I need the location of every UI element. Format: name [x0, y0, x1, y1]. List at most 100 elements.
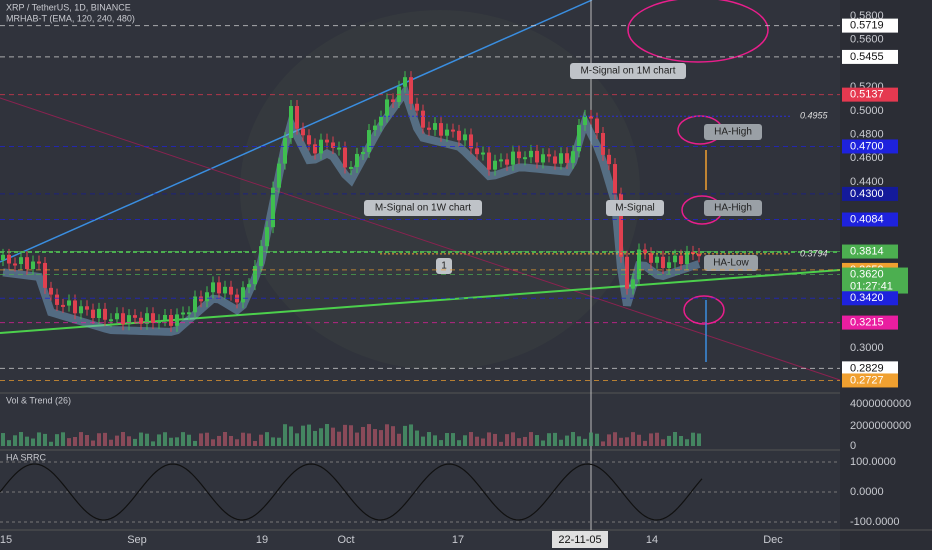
volume-bar [553, 432, 557, 446]
candle-body [7, 254, 11, 264]
candle-body [523, 157, 527, 160]
countdown: 01:27:41 [850, 280, 893, 292]
price-badge [842, 186, 898, 201]
zone [240, 10, 640, 370]
candle-body [247, 284, 251, 288]
trend-line [0, 97, 841, 381]
line-label: 0.3794 [800, 248, 828, 258]
volume-bar [379, 430, 383, 446]
candle-body [211, 282, 215, 293]
candle-body [547, 154, 551, 157]
candle-body [535, 150, 539, 163]
price-badge-text: 0.5137 [850, 89, 884, 101]
candle-body [631, 279, 635, 289]
candle-body [601, 133, 605, 155]
candle-body [193, 296, 197, 313]
volume-bar [577, 436, 581, 446]
osc-tick-label: 0.0000 [850, 486, 884, 498]
volume-bar [667, 435, 671, 446]
candle-body [157, 320, 161, 323]
candle-body [373, 125, 377, 131]
volume-bar [223, 432, 227, 446]
volume-bar [25, 436, 29, 446]
candle-body [643, 249, 647, 254]
candle-body [13, 263, 17, 266]
candle-body [619, 193, 623, 257]
volume-bar [421, 436, 425, 446]
volume-bar [625, 437, 629, 446]
price-tick-label: 0.3000 [850, 342, 884, 354]
candle-body [253, 266, 257, 285]
candle-body [109, 319, 113, 322]
volume-bar [535, 435, 539, 446]
volume-bar [313, 430, 317, 446]
candle-body [487, 152, 491, 170]
candle-body [295, 106, 299, 129]
time-highlight [552, 531, 608, 548]
volume-bar [265, 432, 269, 446]
price-badge [842, 49, 898, 64]
callout-text: M-Signal [615, 203, 654, 214]
time-label: Oct [337, 534, 354, 546]
volume-bar [73, 436, 77, 446]
osc-tick-label: -100.0000 [850, 516, 900, 528]
candle-body [19, 257, 23, 265]
volume-bar [589, 432, 593, 446]
volume-bar [673, 432, 677, 446]
candle-body [199, 296, 203, 302]
price-badge [842, 373, 898, 388]
candle-body [367, 130, 371, 153]
time-label: 17 [452, 534, 464, 546]
marker [436, 258, 452, 274]
candle-body [679, 255, 683, 264]
candle-body [361, 152, 365, 155]
candle-body [217, 282, 221, 294]
candle-body [517, 151, 521, 159]
candle-body [313, 144, 317, 154]
volume-bar [241, 432, 245, 446]
candle-body [79, 306, 83, 314]
volume-bar [31, 438, 35, 446]
volume-bar [451, 433, 455, 446]
volume-bar [481, 438, 485, 446]
candle-body [589, 115, 593, 119]
volume-bar [499, 441, 503, 446]
volume-bar [145, 433, 149, 446]
price-badge [842, 291, 898, 306]
candle-body [259, 246, 263, 267]
candle-body [469, 134, 473, 149]
candle-body [343, 147, 347, 168]
volume-bar [385, 424, 389, 446]
pane-title: HA SRRC [6, 452, 47, 462]
candle-body [121, 313, 125, 325]
candle-body [421, 110, 425, 128]
callout [606, 200, 664, 216]
candle-body [613, 164, 617, 194]
volume-bar [115, 435, 119, 446]
volume-bar [697, 433, 701, 446]
volume-bar [517, 438, 521, 446]
candle-body [301, 128, 305, 136]
candle-body [511, 151, 515, 165]
volume-bar [193, 440, 197, 446]
candle-body [379, 116, 383, 126]
candle-body [67, 300, 71, 306]
price-badge [842, 244, 898, 259]
volume-bar [613, 432, 617, 446]
candle-body [697, 253, 701, 257]
volume-bar [493, 433, 497, 446]
volume-bar [307, 424, 311, 446]
osc-line [0, 463, 703, 521]
candle-body [61, 304, 65, 307]
volume-bar [175, 437, 179, 446]
volume-bar [595, 433, 599, 446]
volume-bar [103, 432, 107, 446]
candle-body [655, 256, 659, 263]
volume-bar [205, 432, 209, 446]
volume-bar [649, 433, 653, 446]
volume-bar [217, 435, 221, 446]
candle-body [139, 317, 143, 324]
candle-body [661, 256, 665, 269]
osc-tick-label: 100.0000 [850, 456, 896, 468]
candle-body [403, 77, 407, 87]
